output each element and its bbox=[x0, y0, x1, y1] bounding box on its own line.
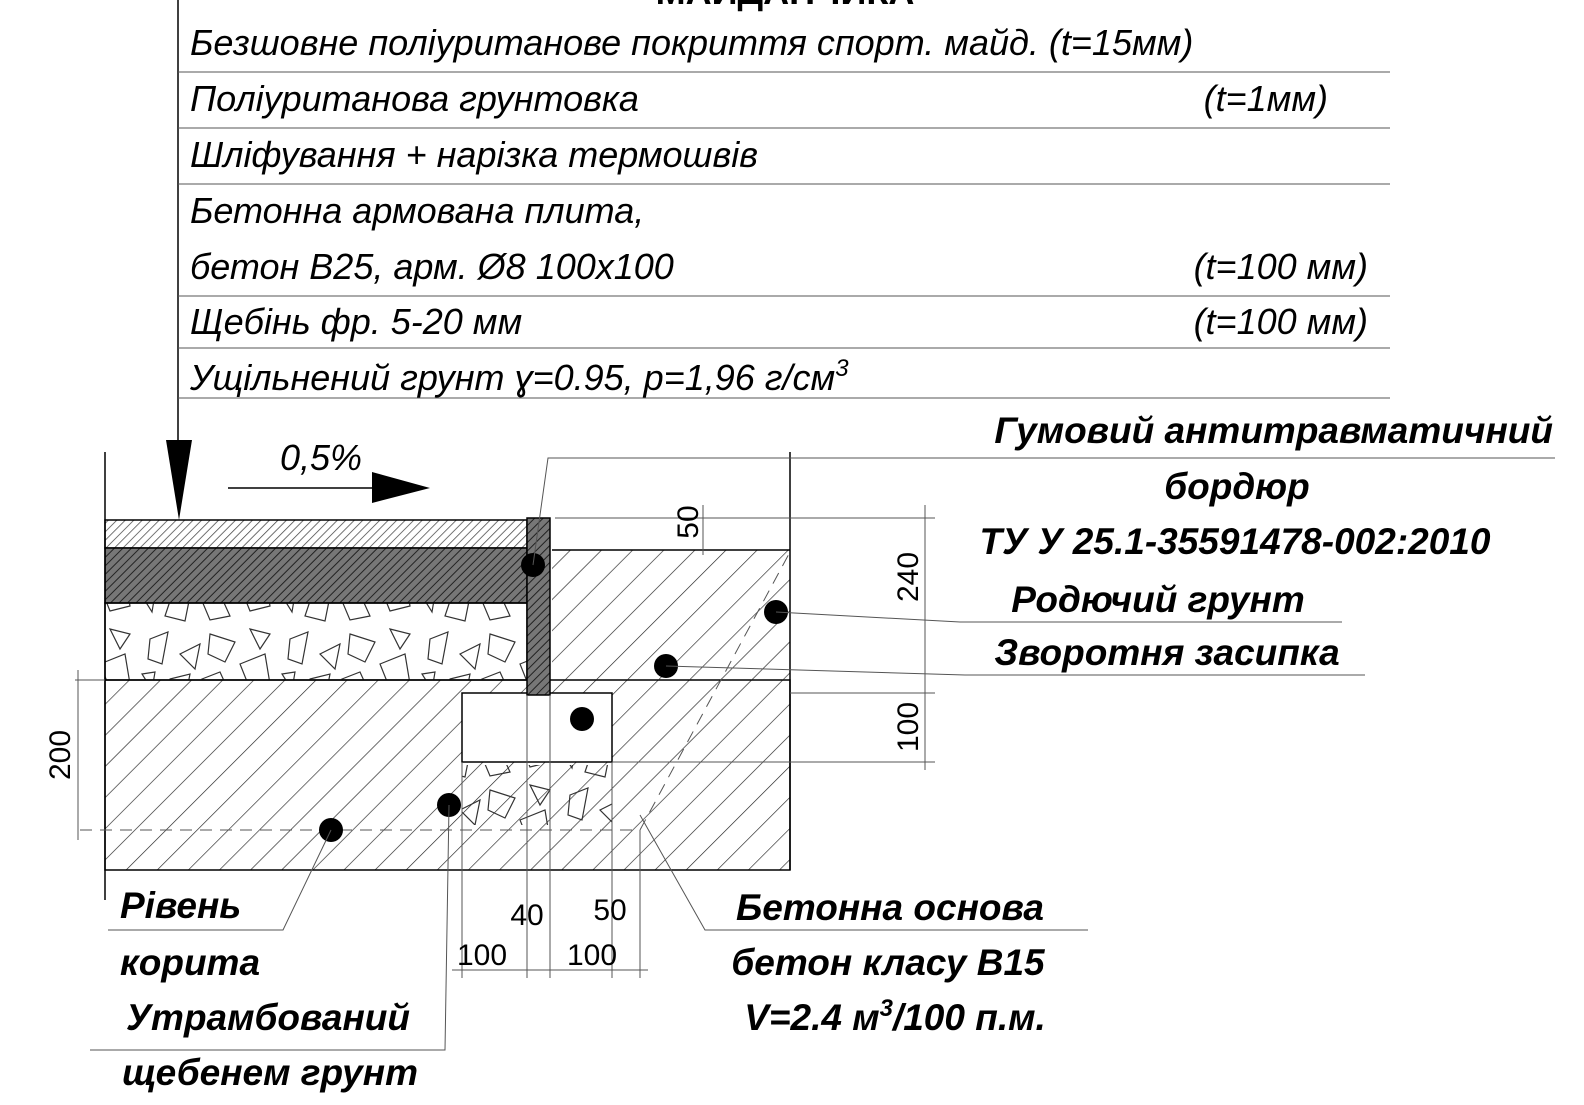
section bbox=[75, 452, 1555, 1051]
label: Родючий грунт bbox=[1011, 579, 1305, 620]
layer: бетон В25, арм. Ø8 100х100 bbox=[190, 246, 674, 287]
dimension: 100 bbox=[892, 702, 925, 752]
table-lines bbox=[178, 71, 1390, 399]
label: корита bbox=[120, 942, 260, 983]
arrow bbox=[166, 440, 192, 520]
label: Рівень bbox=[120, 885, 241, 926]
layer: Поліуританова грунтовка bbox=[190, 78, 639, 119]
label: Бетонна основа bbox=[736, 887, 1044, 928]
dimension: 200 bbox=[44, 730, 77, 780]
layer: Ущільнений грунт ɣ=0.95, p=1,96 г/см3 bbox=[189, 355, 849, 398]
label: бордюр bbox=[1164, 466, 1310, 507]
layer: Шліфування + нарізка термошвів bbox=[190, 134, 758, 175]
layer-thickness: (t=100 мм) bbox=[1194, 301, 1368, 342]
dimension: 100 bbox=[457, 939, 507, 972]
dimension: 100 bbox=[567, 939, 617, 972]
layer: Бетонна армована плита, bbox=[190, 190, 644, 231]
layer: Безшовне поліуританове покриття спорт. м… bbox=[190, 22, 1193, 63]
layer-thickness: (t=100 мм) bbox=[1194, 246, 1368, 287]
slope: 0,5% bbox=[280, 437, 362, 478]
label: Зворотня засипка bbox=[994, 632, 1339, 673]
layer: Щебінь фр. 5-20 мм bbox=[190, 301, 522, 342]
label: щебенем грунт bbox=[122, 1052, 418, 1093]
dimension: 50 bbox=[593, 894, 626, 927]
layer-thickness: (t=1мм) bbox=[1204, 78, 1328, 119]
title: МАЙДАНЧИКА bbox=[656, 0, 915, 12]
dimension: 240 bbox=[892, 552, 925, 602]
slope-arrow bbox=[372, 472, 430, 503]
label: ТУ У 25.1-35591478-002:2010 bbox=[980, 521, 1491, 562]
label: бетон класу В15 bbox=[731, 942, 1046, 983]
label: Утрамбований bbox=[126, 997, 410, 1038]
dimension: 40 bbox=[510, 899, 543, 932]
label: Гумовий антитравматичний bbox=[994, 410, 1553, 451]
label: V=2.4 м3/100 п.м. bbox=[744, 995, 1046, 1038]
dimension: 50 bbox=[672, 505, 705, 538]
